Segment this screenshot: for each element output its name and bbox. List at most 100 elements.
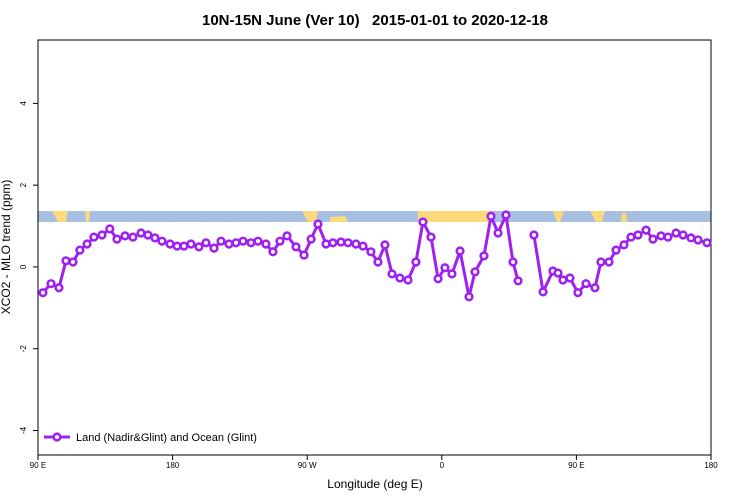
data-point xyxy=(678,230,688,240)
data-point xyxy=(306,234,316,244)
data-point xyxy=(565,273,575,283)
x-tick-label: 180 xyxy=(704,461,718,470)
data-point xyxy=(395,273,405,283)
data-point xyxy=(97,230,107,240)
y-tick-label: -2 xyxy=(19,345,28,353)
land-region xyxy=(330,216,348,222)
data-point xyxy=(351,239,361,249)
data-point xyxy=(68,257,78,267)
data-point xyxy=(403,275,413,285)
data-point xyxy=(165,239,175,249)
data-point xyxy=(387,269,397,279)
data-point xyxy=(358,241,368,251)
y-tick-label: 4 xyxy=(19,101,28,106)
data-point xyxy=(464,292,474,302)
data-point xyxy=(538,287,548,297)
data-point xyxy=(291,242,301,252)
series-line xyxy=(41,213,708,299)
data-point xyxy=(179,241,189,251)
data-point xyxy=(418,217,428,227)
legend-marker xyxy=(52,432,62,442)
data-point xyxy=(328,238,338,248)
data-point xyxy=(686,233,696,243)
data-point xyxy=(553,268,563,278)
data-point xyxy=(508,257,518,267)
data-point xyxy=(282,231,292,241)
land-region xyxy=(52,211,68,222)
data-point xyxy=(493,228,503,238)
data-point xyxy=(411,257,421,267)
y-tick-label: 2 xyxy=(19,182,28,187)
data-point xyxy=(596,257,606,267)
land-region xyxy=(590,211,605,222)
data-point xyxy=(313,219,323,229)
data-point xyxy=(201,238,211,248)
data-point xyxy=(380,240,390,250)
data-point xyxy=(479,251,489,261)
data-point xyxy=(209,243,219,253)
data-point xyxy=(299,250,309,260)
data-point xyxy=(128,232,138,242)
x-axis-label: Longitude (deg E) xyxy=(327,477,422,491)
data-point xyxy=(231,238,241,248)
data-point xyxy=(89,232,99,242)
data-point xyxy=(75,245,85,255)
data-point xyxy=(447,269,457,279)
data-point xyxy=(186,239,196,249)
data-point xyxy=(238,236,248,246)
plot-frame xyxy=(37,39,712,456)
data-point xyxy=(46,279,56,289)
data-point xyxy=(513,276,523,286)
data-point xyxy=(648,234,658,244)
data-point xyxy=(61,256,71,266)
data-point xyxy=(455,246,465,256)
data-point xyxy=(558,275,568,285)
data-point xyxy=(604,257,614,267)
data-point xyxy=(216,236,226,246)
x-tick-label: 0 xyxy=(440,461,445,470)
x-tick-label: 90 W xyxy=(298,461,317,470)
data-point xyxy=(157,236,167,246)
data-point xyxy=(611,245,621,255)
data-point xyxy=(573,288,583,298)
data-point xyxy=(38,288,48,298)
y-tick-label: -4 xyxy=(19,426,28,434)
land-region xyxy=(302,211,318,222)
data-point xyxy=(486,211,496,221)
data-point xyxy=(120,231,130,241)
data-point xyxy=(633,230,643,240)
data-point xyxy=(112,234,122,244)
x-tick-label: 180 xyxy=(166,461,180,470)
ocean-band xyxy=(38,211,711,222)
data-point xyxy=(702,238,712,248)
data-point xyxy=(671,228,681,238)
data-point xyxy=(626,232,636,242)
data-point xyxy=(581,279,591,289)
land-region xyxy=(621,213,627,222)
y-axis-label: XCO2 - MLO trend (ppm) xyxy=(0,180,13,315)
y-tick-label: 0 xyxy=(19,264,28,269)
data-point xyxy=(246,238,256,248)
data-point xyxy=(268,247,278,257)
data-point xyxy=(321,239,331,249)
data-point xyxy=(105,224,115,234)
data-point xyxy=(440,263,450,273)
data-point xyxy=(194,242,204,252)
land-band xyxy=(38,211,711,222)
land-region xyxy=(85,211,90,222)
data-point xyxy=(366,247,376,257)
data-point xyxy=(150,233,160,243)
land-region xyxy=(553,211,564,222)
x-tick-label: 90 E xyxy=(30,461,46,470)
x-tick-label: 90 E xyxy=(568,461,584,470)
data-point xyxy=(336,237,346,247)
data-point xyxy=(619,240,629,250)
chart-title: 10N-15N June (Ver 10) 2015-01-01 to 2020… xyxy=(202,12,548,29)
data-point xyxy=(590,283,600,293)
data-point xyxy=(373,257,383,267)
data-point xyxy=(275,236,285,246)
data-point xyxy=(261,239,271,249)
data-point xyxy=(433,274,443,284)
data-point xyxy=(253,236,263,246)
